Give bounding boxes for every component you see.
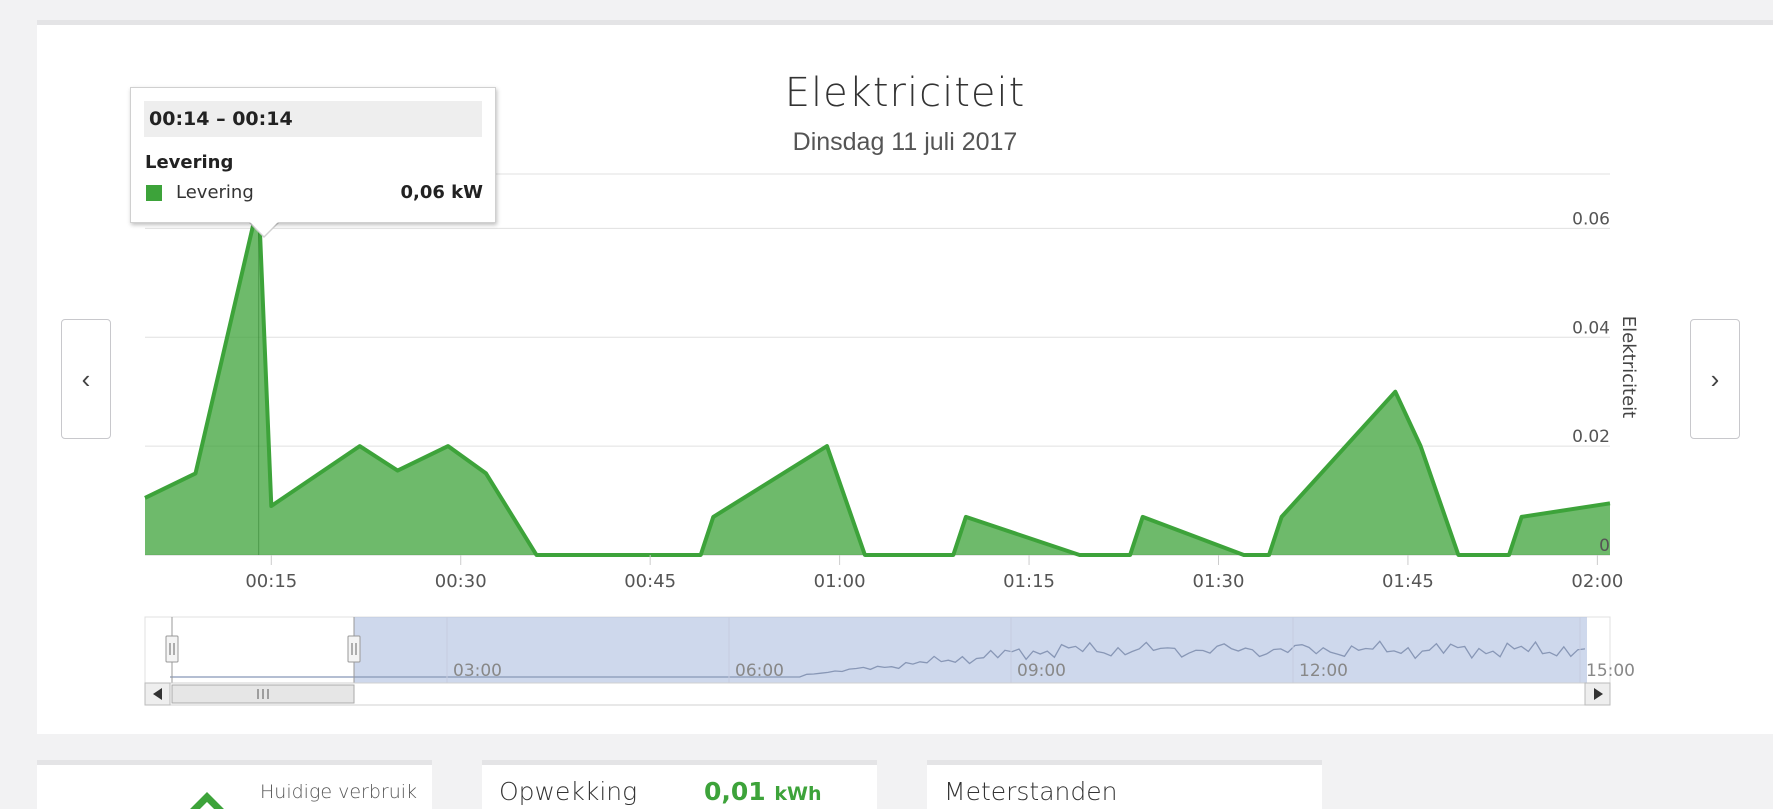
arrow-left-icon xyxy=(153,688,162,700)
current-usage-label: Huidige verbruik xyxy=(260,781,418,803)
trend-arrow-icon xyxy=(190,792,224,809)
generation-card: Opwekking 0,01 kWh xyxy=(482,760,877,809)
meter-readings-title: Meterstanden xyxy=(944,777,1118,806)
navigator-handle[interactable] xyxy=(347,635,361,663)
meter-readings-card: Meterstanden xyxy=(927,760,1322,809)
generation-unit: kWh xyxy=(774,783,822,805)
x-tick-label: 00:30 xyxy=(435,571,487,592)
next-day-button[interactable]: › xyxy=(1690,319,1740,439)
navigator-shade xyxy=(354,617,1587,683)
x-tick-label: 00:15 xyxy=(245,571,297,592)
chevron-left-icon: ‹ xyxy=(81,363,91,394)
tooltip-series-value: 0,06 kW xyxy=(400,182,483,203)
generation-value: 0,01 kWh xyxy=(704,777,822,806)
x-tick-label: 01:45 xyxy=(1382,571,1434,592)
tooltip-series-title: Levering xyxy=(145,152,234,173)
series-area-levering xyxy=(145,201,1610,555)
generation-label: Opwekking xyxy=(499,777,638,806)
x-tick-label: 00:45 xyxy=(624,571,676,592)
navigator-label: 06:00 xyxy=(735,661,784,681)
arrow-right-icon xyxy=(1594,688,1603,700)
y-axis-label: Elektriciteit xyxy=(1618,316,1639,418)
x-tick-label: 01:15 xyxy=(1003,571,1055,592)
y-tick-label: 0 xyxy=(1599,536,1610,556)
y-tick-label: 0.06 xyxy=(1572,209,1610,229)
chart-title: Elektriciteit xyxy=(784,70,1026,116)
previous-day-button[interactable]: ‹ xyxy=(61,319,111,439)
navigator-handle[interactable] xyxy=(165,635,179,663)
tooltip-series-label: Levering xyxy=(176,182,254,203)
series-line-levering xyxy=(144,199,1611,557)
x-tick-label: 02:00 xyxy=(1571,571,1623,592)
generation-amount: 0,01 xyxy=(704,777,766,806)
chart-subtitle: Dinsdag 11 juli 2017 xyxy=(792,128,1018,156)
chart-tooltip: 00:14 – 00:14 Levering Levering 0,06 kW xyxy=(130,87,496,223)
tooltip-header: 00:14 – 00:14 xyxy=(144,101,482,137)
navigator-label: 03:00 xyxy=(453,661,502,681)
x-tick-label: 01:30 xyxy=(1193,571,1245,592)
tooltip-arrow xyxy=(250,222,278,236)
current-usage-card: Huidige verbruik xyxy=(37,760,432,809)
navigator-label: 09:00 xyxy=(1017,661,1066,681)
y-tick-label: 0.02 xyxy=(1572,427,1610,447)
navigator-label: 12:00 xyxy=(1299,661,1348,681)
y-tick-label: 0.04 xyxy=(1572,318,1610,338)
navigator-scrollbar[interactable] xyxy=(144,682,1611,706)
x-tick-label: 01:00 xyxy=(814,571,866,592)
tooltip-series-swatch xyxy=(146,185,162,201)
navigator-series xyxy=(170,640,1586,678)
navigator-label: 15:00 xyxy=(1586,661,1635,681)
chevron-right-icon: › xyxy=(1710,363,1720,394)
